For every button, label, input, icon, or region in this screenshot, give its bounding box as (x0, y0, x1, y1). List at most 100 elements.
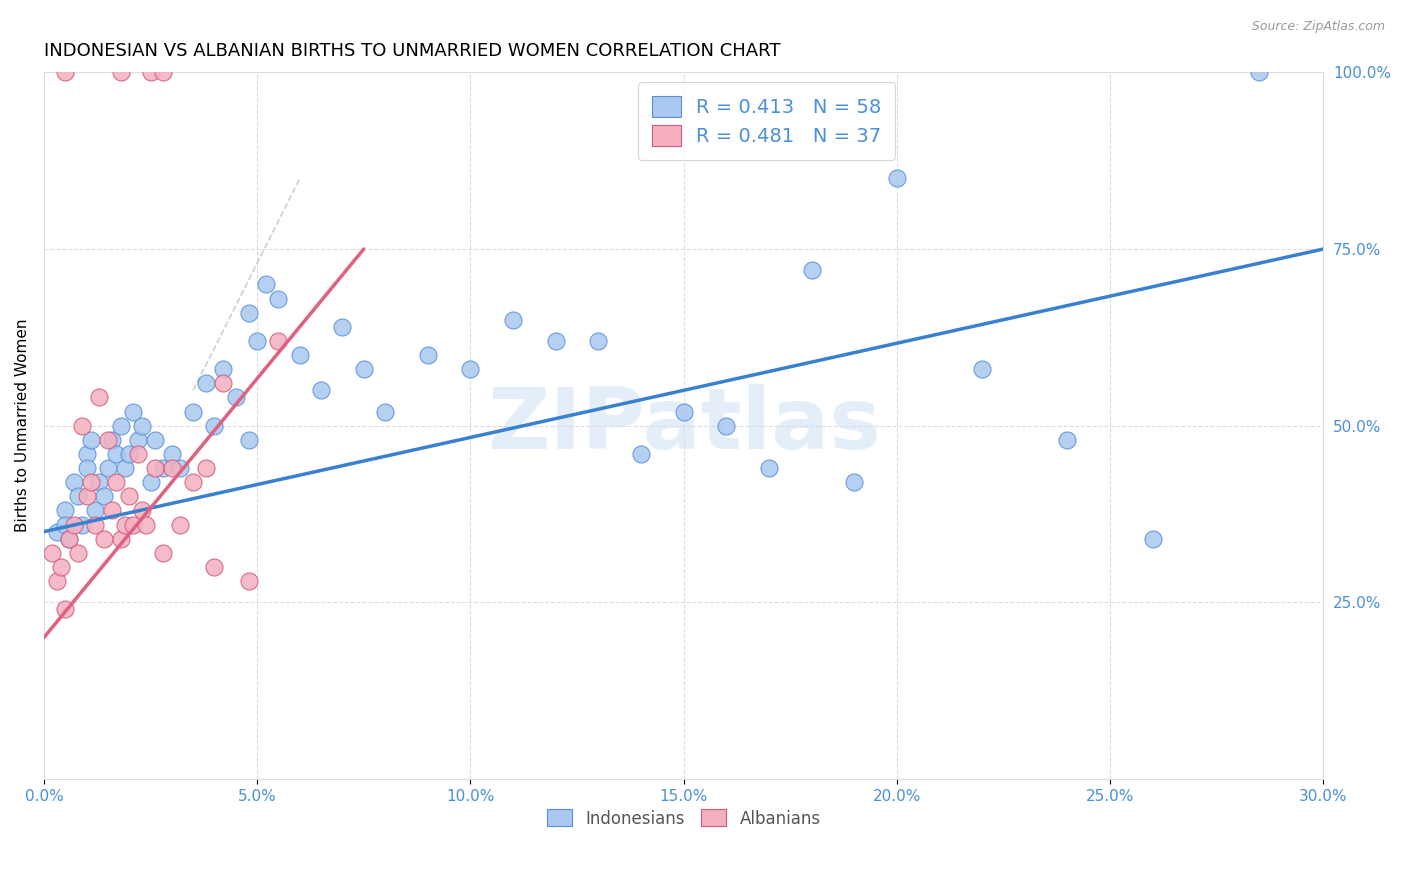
Point (122, 517, 145, 532)
Text: ZIPatlas: ZIPatlas (486, 384, 880, 467)
Point (544, 334, 567, 348)
Point (53, 65, 76, 79)
Point (416, 348, 439, 362)
Point (76, 447, 98, 461)
Point (588, 334, 610, 348)
Point (66, 546, 89, 560)
Point (152, 546, 174, 560)
Point (105, 447, 128, 461)
Point (72, 517, 94, 532)
Point (460, 362, 482, 376)
Point (160, 447, 183, 461)
Point (246, 334, 269, 348)
Point (62, 475, 84, 490)
Point (238, 305, 260, 319)
Point (800, 263, 823, 277)
Point (267, 334, 290, 348)
Point (97, 461, 120, 475)
Point (1056, 433, 1078, 447)
Point (53, 517, 76, 532)
Point (89, 391, 111, 405)
Point (114, 517, 136, 532)
Point (93, 532, 115, 546)
Point (93, 489, 115, 503)
Point (194, 376, 217, 391)
Point (127, 433, 149, 447)
Point (353, 362, 375, 376)
Point (238, 433, 260, 447)
Point (160, 461, 183, 475)
Point (84, 503, 107, 517)
Point (84, 517, 107, 532)
Point (502, 312, 524, 326)
Point (45, 524, 67, 539)
Point (62, 517, 84, 532)
Y-axis label: Births to Unmarried Women: Births to Unmarried Women (15, 319, 30, 533)
Point (309, 384, 332, 398)
Point (58, 532, 80, 546)
Point (131, 418, 153, 433)
Point (181, 404, 204, 418)
Point (152, 461, 174, 475)
Point (152, 65, 174, 79)
Text: INDONESIAN VS ALBANIAN BIRTHS TO UNMARRIED WOMEN CORRELATION CHART: INDONESIAN VS ALBANIAN BIRTHS TO UNMARRI… (44, 42, 780, 60)
Legend: Indonesians, Albanians: Indonesians, Albanians (540, 803, 827, 834)
Point (118, 489, 141, 503)
Point (238, 574, 260, 588)
Point (181, 475, 204, 490)
Point (1142, 532, 1164, 546)
Point (80, 475, 103, 490)
Point (110, 532, 132, 546)
Point (143, 433, 166, 447)
Point (76, 489, 98, 503)
Point (143, 461, 166, 475)
Point (886, 171, 908, 186)
Point (630, 447, 652, 461)
Point (288, 348, 311, 362)
Point (76, 461, 98, 475)
Point (89, 475, 111, 490)
Point (114, 461, 136, 475)
Point (80, 433, 103, 447)
Point (194, 461, 217, 475)
Point (758, 461, 780, 475)
Point (716, 418, 738, 433)
Point (101, 503, 124, 517)
Point (58, 532, 80, 546)
Point (225, 391, 247, 405)
Point (374, 404, 396, 418)
Point (844, 475, 866, 490)
Point (267, 292, 290, 306)
Point (118, 447, 141, 461)
Point (139, 65, 162, 79)
Point (66, 489, 89, 503)
Point (53, 602, 76, 616)
Point (110, 65, 132, 79)
Point (105, 475, 128, 490)
Point (169, 461, 191, 475)
Point (139, 475, 162, 490)
Point (127, 447, 149, 461)
Point (110, 418, 132, 433)
Point (204, 560, 226, 574)
Point (45, 574, 67, 588)
Point (122, 404, 145, 418)
Point (135, 517, 157, 532)
Text: Source: ZipAtlas.com: Source: ZipAtlas.com (1251, 20, 1385, 33)
Point (972, 362, 994, 376)
Point (254, 277, 277, 292)
Point (672, 404, 695, 418)
Point (204, 418, 226, 433)
Point (332, 319, 354, 334)
Point (1249, 65, 1271, 79)
Point (53, 503, 76, 517)
Point (49, 560, 72, 574)
Point (169, 517, 191, 532)
Point (97, 433, 120, 447)
Point (212, 376, 235, 391)
Point (101, 433, 124, 447)
Point (212, 362, 235, 376)
Point (41, 546, 63, 560)
Point (131, 503, 153, 517)
Point (72, 418, 94, 433)
